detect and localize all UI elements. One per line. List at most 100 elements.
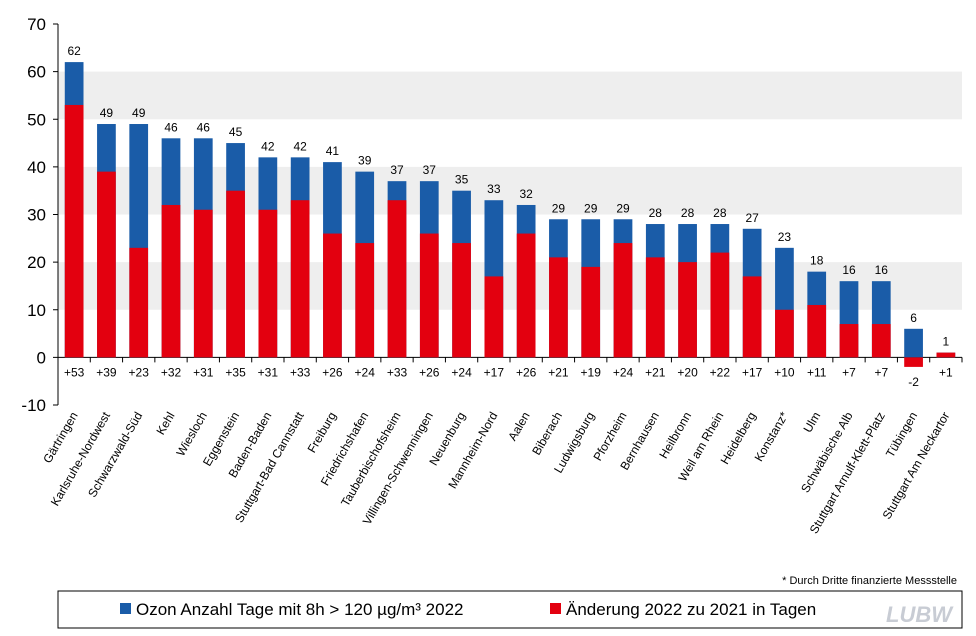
bar [904,328,923,358]
value-label: +7 [874,365,888,379]
bar [581,266,601,358]
bar [710,252,730,358]
value-label: 46 [197,120,211,134]
value-label: 62 [67,44,81,58]
y-tick-label: 40 [27,158,46,177]
y-tick-label: 0 [37,348,46,367]
value-label: +21 [548,365,569,379]
value-label: 37 [390,163,404,177]
bar [645,257,665,358]
y-tick-label: 30 [27,206,46,225]
value-label: -2 [908,375,919,389]
y-tick-label: 50 [27,110,46,129]
bar [549,257,568,358]
bar [387,200,407,358]
bar [226,190,245,358]
value-label: +39 [96,365,117,379]
footnote: * Durch Dritte finanzierte Messstelle [782,575,957,587]
value-label: 29 [616,201,630,215]
bar [64,104,84,358]
value-label: 27 [745,211,759,225]
bar [839,324,859,358]
y-tick-label: 10 [27,301,46,320]
value-label: +24 [451,365,472,379]
value-label: 42 [261,139,275,153]
value-label: 45 [229,125,243,139]
bar [871,324,891,358]
value-label: +33 [387,365,408,379]
bar [323,233,342,358]
value-label: 16 [875,263,889,277]
legend-box [57,590,963,629]
value-label: +24 [355,365,376,379]
bar [290,200,310,358]
bar [775,309,794,358]
value-label: 32 [519,187,533,201]
legend-label: Änderung 2022 zu 2021 in Tagen [566,600,816,619]
logo: LUBW [886,602,954,627]
value-label: 35 [455,173,469,187]
bar [516,233,536,358]
value-label: 6 [910,311,917,325]
bar [161,204,181,358]
value-label: 41 [326,144,340,158]
value-label: +26 [516,365,537,379]
value-label: +23 [129,365,150,379]
value-label: +17 [484,365,505,379]
value-label: 49 [132,106,146,120]
value-label: 46 [164,120,178,134]
value-label: +26 [419,365,440,379]
bar [936,352,956,358]
value-label: +21 [645,365,666,379]
value-label: +10 [774,365,795,379]
bar [904,357,923,367]
value-label: 49 [100,106,114,120]
value-label: +19 [581,365,602,379]
value-label: +33 [290,365,311,379]
grid-band [58,166,962,215]
y-tick-label: 60 [27,63,46,82]
value-label: +35 [225,365,246,379]
grid-band [58,71,962,120]
value-label: 18 [810,254,824,268]
value-label: 39 [358,154,372,168]
bar [419,233,439,358]
y-tick-label: -10 [21,396,46,415]
grid-band [58,262,962,310]
value-label: 1 [943,335,950,349]
legend-swatch [120,603,131,614]
value-label: +53 [64,365,85,379]
value-label: +31 [258,365,279,379]
bar [193,209,213,358]
value-label: +22 [710,365,731,379]
value-label: +31 [193,365,214,379]
value-label: 29 [552,201,566,215]
bar [678,262,697,358]
bar [742,276,762,358]
value-label: +17 [742,365,763,379]
value-label: 29 [584,201,598,215]
value-label: +20 [677,365,698,379]
value-label: +1 [939,365,953,379]
value-label: +26 [322,365,343,379]
bar [258,209,278,358]
value-label: 42 [293,139,307,153]
legend-label: Ozon Anzahl Tage mit 8h > 120 µg/m³ 2022 [136,600,464,619]
value-label: +32 [161,365,182,379]
value-label: 33 [487,182,501,196]
value-label: 37 [423,163,437,177]
bar [484,276,504,358]
value-label: 23 [778,230,792,244]
value-label: 28 [649,206,663,220]
legend-swatch [550,603,561,614]
y-tick-label: 20 [27,253,46,272]
bar [452,243,471,358]
value-label: 28 [713,206,727,220]
value-label: +7 [842,365,856,379]
value-label: 28 [681,206,695,220]
value-label: +24 [613,365,634,379]
bar [355,243,375,358]
value-label: 16 [842,263,856,277]
bar [807,304,827,358]
